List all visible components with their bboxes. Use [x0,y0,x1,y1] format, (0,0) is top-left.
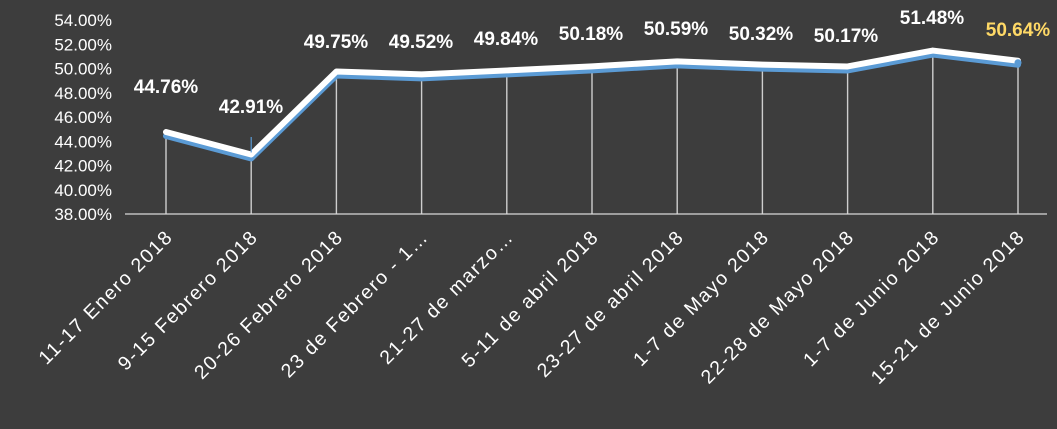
data-label: 50.32% [729,24,794,45]
y-tick-label: 50.00% [54,60,112,79]
drop-lines [165,53,1019,214]
x-tick-label: 23-27 de abril 2018 [533,226,689,382]
x-tick-label: 9-15 Febrero 2018 [114,226,263,375]
data-label: 44.76% [134,77,199,98]
y-tick-label: 40.00% [54,181,112,200]
end-point-marker [1014,59,1022,67]
data-label: 50.59% [644,19,709,40]
series-lines [163,47,1022,162]
data-label: 49.75% [304,32,369,53]
x-tick-label: 23 de Febrero - 1… [277,226,433,382]
y-tick-label: 38.00% [54,205,112,224]
data-label: 42.91% [219,97,284,118]
x-tick-label: 22-28 de Mayo 2018 [697,226,859,388]
y-tick-label: 52.00% [54,35,112,54]
data-label: 49.84% [474,29,539,50]
y-tick-label: 44.00% [54,132,112,151]
data-label: 51.48% [900,8,965,29]
y-tick-label: 46.00% [54,108,112,127]
data-labels: 44.76% 42.91% 49.75% 49.52% 49.84% 50.18% 50.5… [134,8,1051,153]
series-line [163,47,1021,158]
data-label: 49.52% [389,32,454,53]
y-tick-label: 54.00% [54,11,112,30]
data-label: 50.64% [986,20,1051,41]
data-label: 50.17% [814,26,879,47]
x-tick-label: 5-11 de abril 2018 [457,226,603,372]
data-label: 50.18% [559,24,624,45]
x-tick-label: 15-21 de Junio 2018 [867,226,1030,389]
y-tick-label: 42.00% [54,157,112,176]
y-tick-label: 48.00% [54,84,112,103]
x-tick-label: 20-26 Febrero 2018 [190,226,348,384]
